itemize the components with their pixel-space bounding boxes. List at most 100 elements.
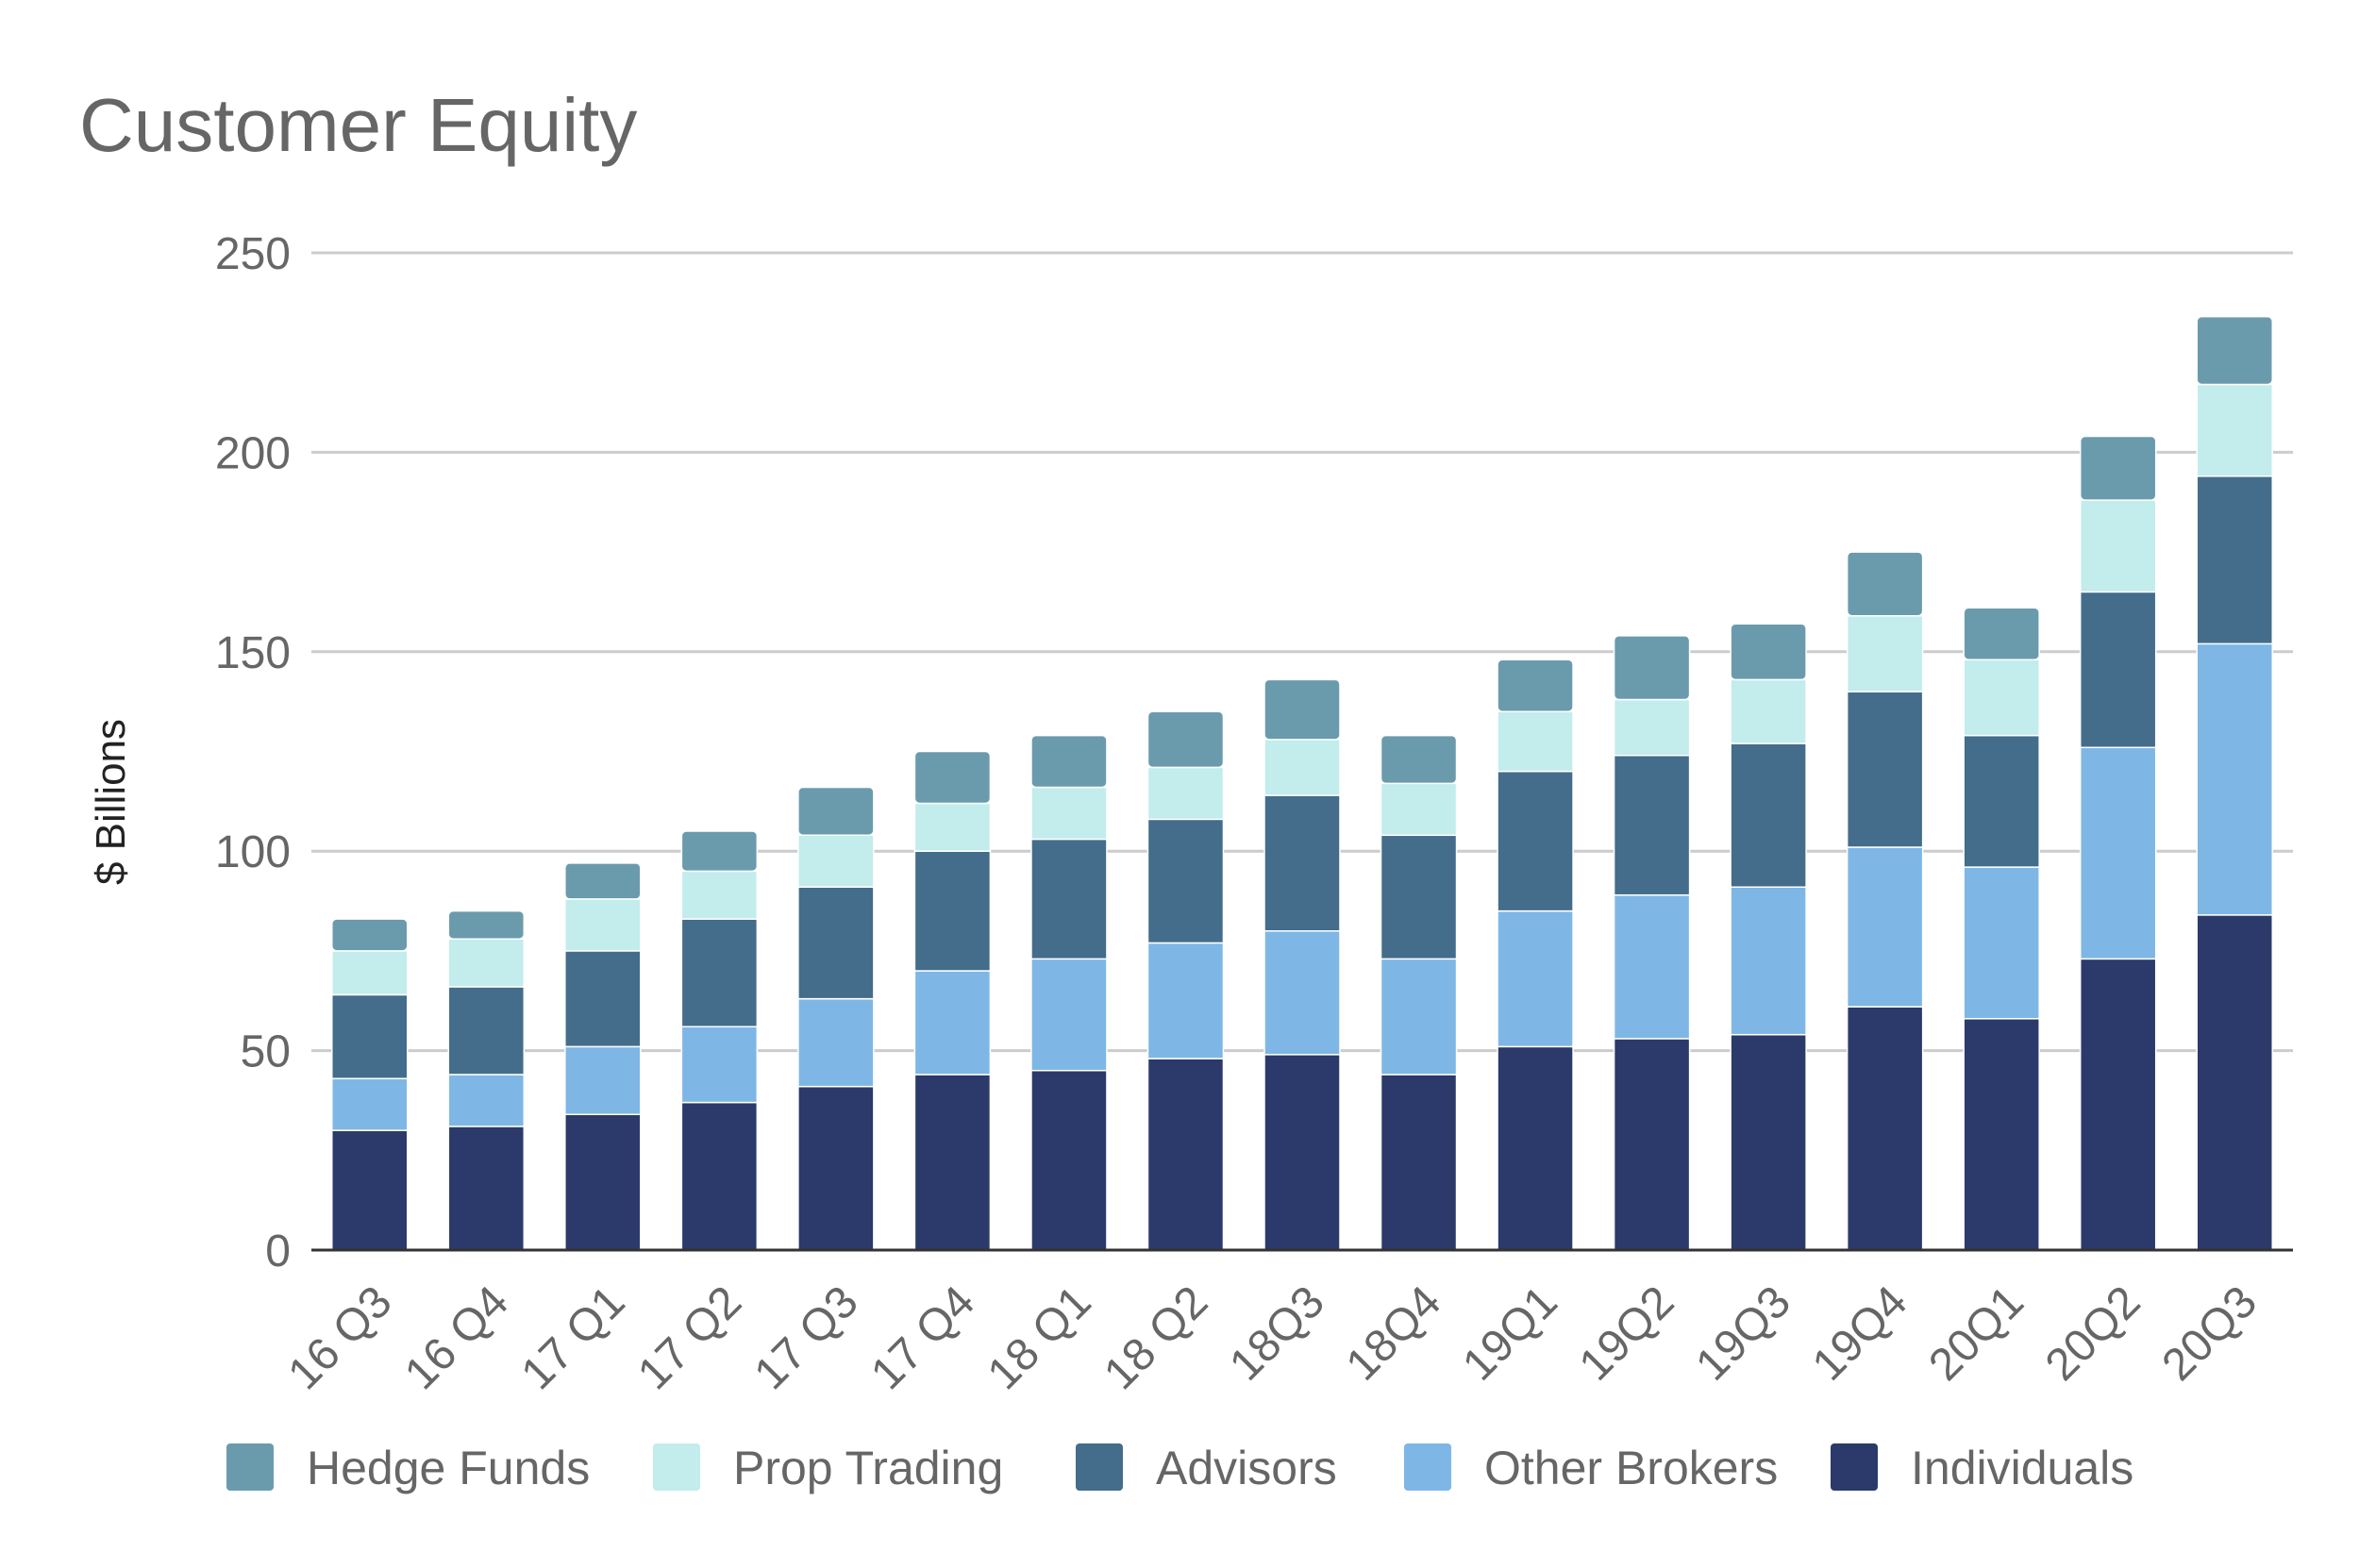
bar-segment-other-brokers: [331, 1077, 409, 1131]
bar-segment-advisors: [1963, 734, 2040, 868]
bar-segment-hedge-funds: [1380, 734, 1458, 785]
x-tick-label: 19Q1: [1453, 1276, 1567, 1391]
x-tick-label: 17 Q4: [862, 1276, 984, 1399]
x-tick-label: 20Q1: [1919, 1276, 2033, 1391]
x-tick-label: 17 Q2: [628, 1276, 751, 1399]
bar-segment-other-brokers: [1146, 942, 1225, 1059]
bar-segment-individuals: [913, 1074, 992, 1251]
legend: Hedge Funds Prop Trading Advisors Other Bro…: [226, 1442, 2133, 1494]
bar-segment-advisors: [2079, 591, 2157, 749]
bar-segment-other-brokers: [1380, 958, 1458, 1076]
bar-segment-individuals: [1146, 1058, 1225, 1251]
bar-segment-advisors: [447, 986, 526, 1076]
bar-segment-advisors: [331, 993, 409, 1079]
bar-segment-prop-trading: [1730, 678, 1807, 744]
bar-segment-prop-trading: [797, 834, 875, 889]
bar-segment-advisors: [1846, 691, 1924, 848]
legend-label: Advisors: [1156, 1442, 1337, 1494]
bar-segment-other-brokers: [1497, 909, 1574, 1048]
bar-segment-advisors: [1263, 794, 1341, 932]
legend-swatch: [1076, 1443, 1123, 1491]
y-tick-label: 0: [265, 1226, 291, 1276]
bar-segment-hedge-funds: [1030, 734, 1108, 789]
x-tick-label: 18Q3: [1220, 1276, 1334, 1391]
bar-segment-other-brokers: [2079, 746, 2157, 960]
legend-label: Other Brokers: [1484, 1442, 1778, 1494]
bar-segment-prop-trading: [680, 870, 759, 920]
bar-segment-other-brokers: [680, 1026, 759, 1104]
bar-segment-individuals: [1263, 1054, 1341, 1251]
bar-segment-individuals: [1497, 1045, 1574, 1251]
bar-segment-other-brokers: [1963, 866, 2040, 1020]
bar-segment-advisors: [797, 886, 875, 1000]
bar-segment-prop-trading: [1380, 782, 1458, 837]
bar-segment-individuals: [797, 1085, 875, 1251]
bar-segment-prop-trading: [447, 938, 526, 988]
x-tick-label: 19Q3: [1686, 1276, 1800, 1391]
y-axis-ticks: 0 50 100 150 200 250: [215, 229, 291, 1276]
bar-segment-advisors: [1730, 742, 1807, 889]
bar-segment-advisors: [1380, 834, 1458, 960]
bar-segment-other-brokers: [1030, 958, 1108, 1072]
bar-segment-individuals: [1030, 1069, 1108, 1251]
bar-segment-individuals: [1963, 1018, 2040, 1251]
y-tick-label: 250: [215, 229, 291, 279]
bar-segment-other-brokers: [2196, 642, 2273, 916]
bar-segment-hedge-funds: [1846, 551, 1924, 617]
bar-segment-hedge-funds: [1730, 623, 1807, 681]
chart-title: Customer Equity: [79, 83, 637, 167]
legend-label: Hedge Funds: [307, 1442, 590, 1494]
bar-segment-other-brokers: [797, 997, 875, 1088]
bar-segment-prop-trading: [1963, 659, 2040, 737]
x-tick-label: 16 Q3: [279, 1276, 402, 1399]
bar-segment-advisors: [1497, 770, 1574, 912]
bar-segment-hedge-funds: [1613, 635, 1691, 701]
x-tick-label: 18 Q2: [1095, 1276, 1217, 1399]
bar-segment-advisors: [680, 918, 759, 1027]
bar-segment-hedge-funds: [1263, 678, 1341, 741]
bar-segment-advisors: [2196, 475, 2273, 645]
bar-segment-prop-trading: [2079, 499, 2157, 593]
bar-segment-individuals: [2079, 958, 2157, 1251]
y-tick-label: 200: [215, 428, 291, 478]
bar-segment-advisors: [913, 850, 992, 972]
x-tick-label: 18 Q1: [979, 1276, 1101, 1399]
gridlines: [311, 251, 2293, 1053]
bar-segment-prop-trading: [1497, 710, 1574, 773]
bar-segment-other-brokers: [447, 1074, 526, 1127]
bar-segment-hedge-funds: [1963, 607, 2040, 661]
bar-segment-individuals: [1613, 1038, 1691, 1251]
bar-segment-hedge-funds: [447, 909, 526, 940]
y-tick-label: 50: [241, 1027, 291, 1077]
bar-segment-other-brokers: [1846, 846, 1924, 1008]
legend-swatch: [653, 1443, 700, 1491]
bar-segment-advisors: [564, 950, 642, 1048]
bar-segment-hedge-funds: [680, 830, 759, 873]
bar-segment-hedge-funds: [1497, 659, 1574, 712]
x-tick-label: 19Q4: [1803, 1276, 1917, 1391]
y-axis-title: $ Billions: [88, 719, 134, 885]
bar-segment-individuals: [564, 1113, 642, 1251]
legend-swatch: [1404, 1443, 1451, 1491]
bar-segment-hedge-funds: [2079, 435, 2157, 501]
bar-segment-other-brokers: [913, 970, 992, 1076]
bar-segment-prop-trading: [1263, 739, 1341, 796]
bar-segment-other-brokers: [564, 1045, 642, 1115]
bar-segment-advisors: [1146, 818, 1225, 944]
y-tick-label: 150: [215, 628, 291, 678]
x-tick-label: 19Q2: [1570, 1276, 1684, 1391]
bar-segment-hedge-funds: [2196, 315, 2273, 386]
bar-segment-advisors: [1030, 838, 1108, 960]
x-tick-label: 20Q2: [2036, 1276, 2150, 1391]
y-tick-label: 100: [215, 827, 291, 877]
bar-segment-hedge-funds: [564, 862, 642, 900]
bar-segment-prop-trading: [2196, 383, 2273, 477]
bar-segment-advisors: [1613, 754, 1691, 896]
legend-swatch: [226, 1443, 274, 1491]
bar-segment-hedge-funds: [1146, 710, 1225, 769]
bar-segment-prop-trading: [331, 950, 409, 996]
bar-segment-prop-trading: [1846, 614, 1924, 692]
x-tick-label: 17 Q3: [745, 1276, 868, 1399]
